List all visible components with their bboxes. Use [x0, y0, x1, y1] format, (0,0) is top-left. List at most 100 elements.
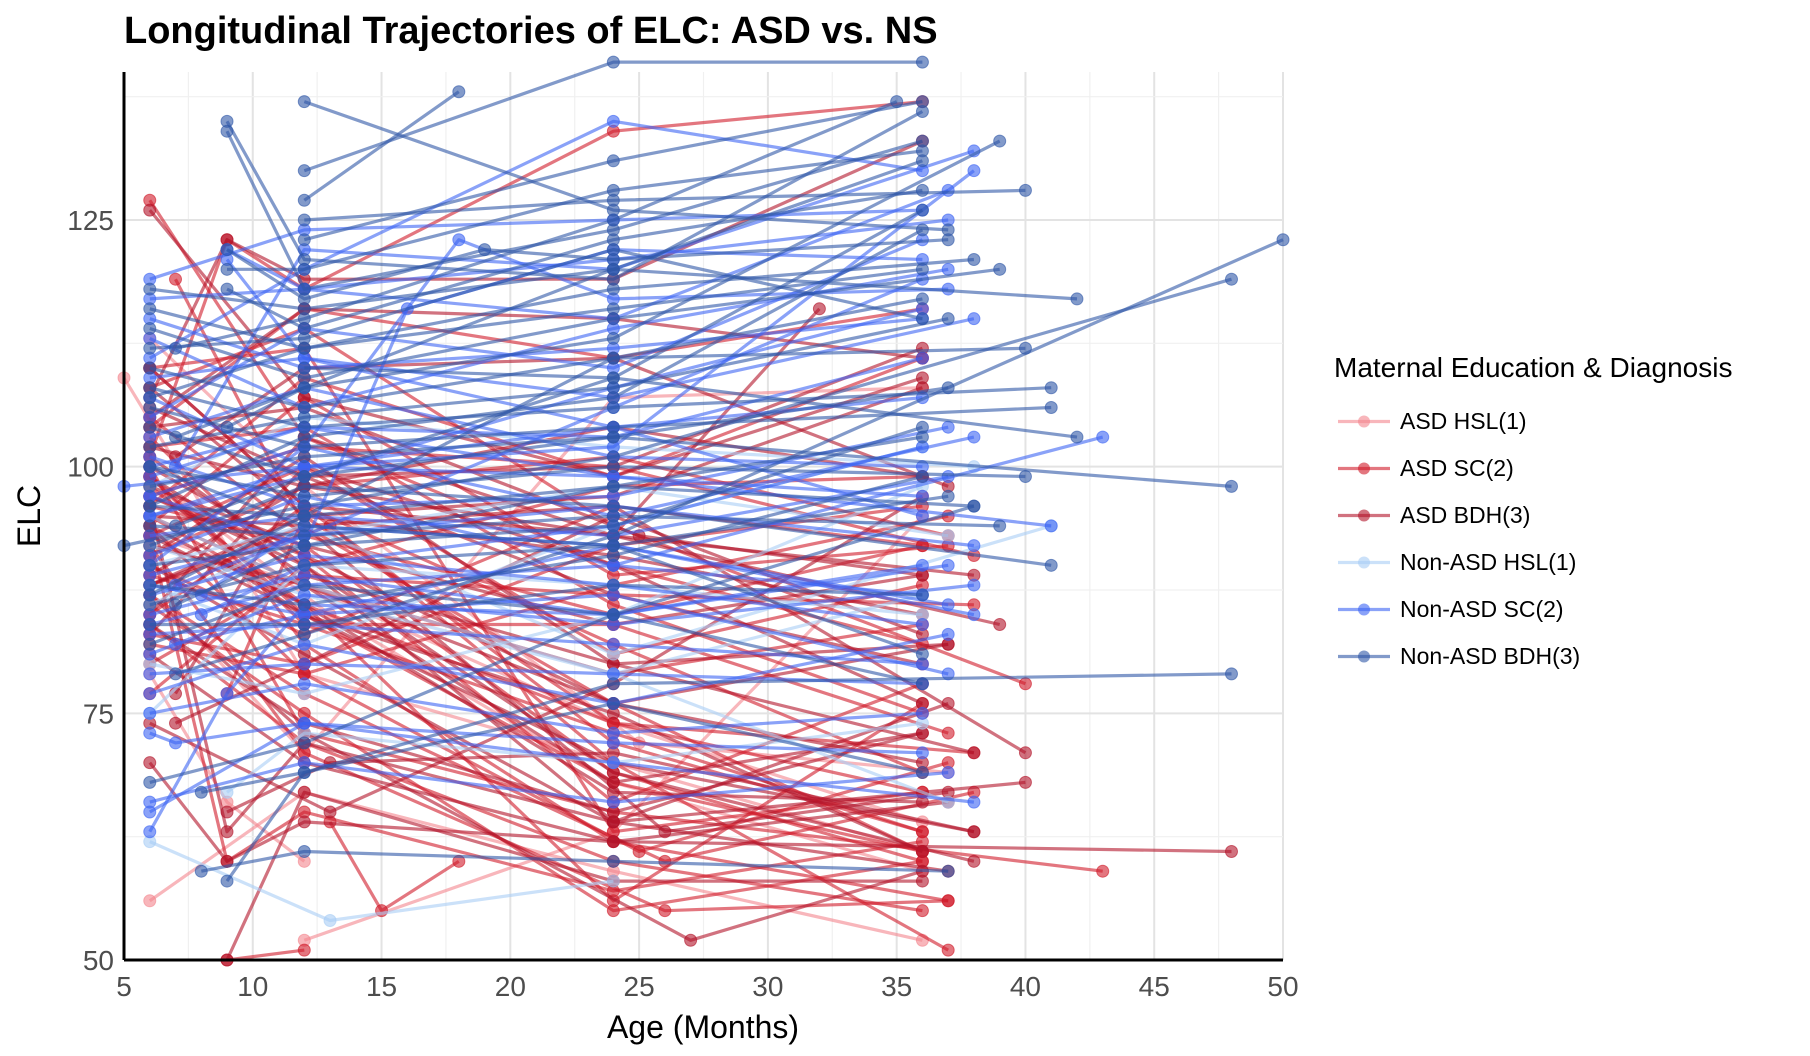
- trajectory-line: [149, 465, 923, 656]
- data-point: [297, 312, 311, 326]
- legend-item: Non-ASD BDH(3): [1334, 633, 1732, 680]
- data-point: [297, 509, 311, 523]
- data-point: [220, 243, 234, 257]
- trajectory-line: [149, 553, 923, 627]
- data-point: [452, 233, 466, 247]
- data-point: [1018, 775, 1032, 789]
- trajectory-line: [226, 159, 923, 429]
- data-point: [606, 351, 620, 365]
- trajectory-line: [149, 494, 949, 607]
- legend-label: ASD BDH(3): [1400, 502, 1531, 528]
- trajectory-line: [149, 484, 924, 696]
- data-point: [890, 95, 904, 109]
- data-point: [297, 844, 311, 858]
- data-point: [143, 687, 157, 701]
- data-point: [606, 154, 620, 168]
- data-point: [606, 331, 620, 345]
- legend-key: [1338, 509, 1390, 522]
- trajectory-line: [149, 632, 949, 706]
- x-tick-label: 10: [237, 971, 268, 1002]
- trajectory-line: [149, 514, 1000, 538]
- trajectory-line: [226, 721, 923, 794]
- trajectory-line: [227, 149, 923, 271]
- data-point: [297, 341, 311, 355]
- data-point: [297, 578, 311, 592]
- data-point: [194, 864, 208, 878]
- trajectory-line: [149, 504, 975, 646]
- data-point: [1018, 677, 1032, 691]
- data-point: [941, 233, 955, 247]
- x-tick-label: 15: [366, 971, 397, 1002]
- x-tick-label: 35: [881, 971, 912, 1002]
- trajectory-line: [149, 346, 1026, 410]
- data-point: [220, 874, 234, 888]
- data-point: [967, 825, 981, 839]
- data-point: [143, 756, 157, 770]
- data-point: [915, 706, 929, 720]
- trajectory-line: [149, 484, 1052, 567]
- data-point: [941, 529, 955, 543]
- trajectory-line: [149, 248, 923, 350]
- data-point: [297, 677, 311, 691]
- data-point: [606, 608, 620, 622]
- data-point: [220, 262, 234, 276]
- data-point: [169, 736, 183, 750]
- trajectory-line: [226, 563, 975, 834]
- data-point: [297, 943, 311, 957]
- trajectory-line: [149, 119, 923, 360]
- data-point: [297, 381, 311, 395]
- legend-item: Non-ASD SC(2): [1334, 586, 1732, 633]
- data-point: [915, 677, 929, 691]
- data-point: [143, 558, 157, 572]
- legend-title: Maternal Education & Diagnosis: [1334, 352, 1733, 383]
- data-point: [606, 114, 620, 128]
- data-point: [915, 95, 929, 109]
- data-point: [606, 479, 620, 493]
- data-point: [143, 440, 157, 454]
- data-point: [606, 854, 620, 868]
- data-layer: [117, 55, 1290, 967]
- chart-title: Longitudinal Trajectories of ELC: ASD vs…: [124, 10, 938, 52]
- trajectory-line: [149, 257, 975, 350]
- data-point: [993, 618, 1007, 632]
- data-point: [915, 292, 929, 306]
- data-point: [297, 716, 311, 730]
- y-tick-label: 100: [67, 452, 114, 483]
- data-point: [606, 262, 620, 276]
- x-tick-label: 5: [116, 971, 132, 1002]
- data-point: [967, 499, 981, 513]
- data-point: [941, 183, 955, 197]
- data-point: [143, 618, 157, 632]
- data-point: [297, 657, 311, 671]
- data-point: [1276, 233, 1290, 247]
- data-point: [606, 756, 620, 770]
- data-point: [1224, 479, 1238, 493]
- data-point: [143, 499, 157, 513]
- data-point: [169, 716, 183, 730]
- data-point: [297, 95, 311, 109]
- data-point: [941, 864, 955, 878]
- data-point: [915, 223, 929, 237]
- data-point: [143, 460, 157, 474]
- data-point: [967, 312, 981, 326]
- data-point: [606, 430, 620, 444]
- axes: [122, 72, 1283, 962]
- data-point: [915, 647, 929, 661]
- trajectory-line: [149, 484, 949, 607]
- data-point: [606, 795, 620, 809]
- data-point: [658, 904, 672, 918]
- trajectory-line: [174, 278, 924, 853]
- data-point: [606, 904, 620, 918]
- trajectory-line: [148, 593, 975, 863]
- data-point: [143, 203, 157, 217]
- data-point: [967, 746, 981, 760]
- data-point: [143, 805, 157, 819]
- legend-key: [1338, 462, 1390, 475]
- data-point: [297, 262, 311, 276]
- y-tick-label: 50: [83, 945, 114, 976]
- data-point: [143, 361, 157, 375]
- data-point: [297, 470, 311, 484]
- data-point: [297, 558, 311, 572]
- legend-item: ASD HSL(1): [1334, 398, 1732, 445]
